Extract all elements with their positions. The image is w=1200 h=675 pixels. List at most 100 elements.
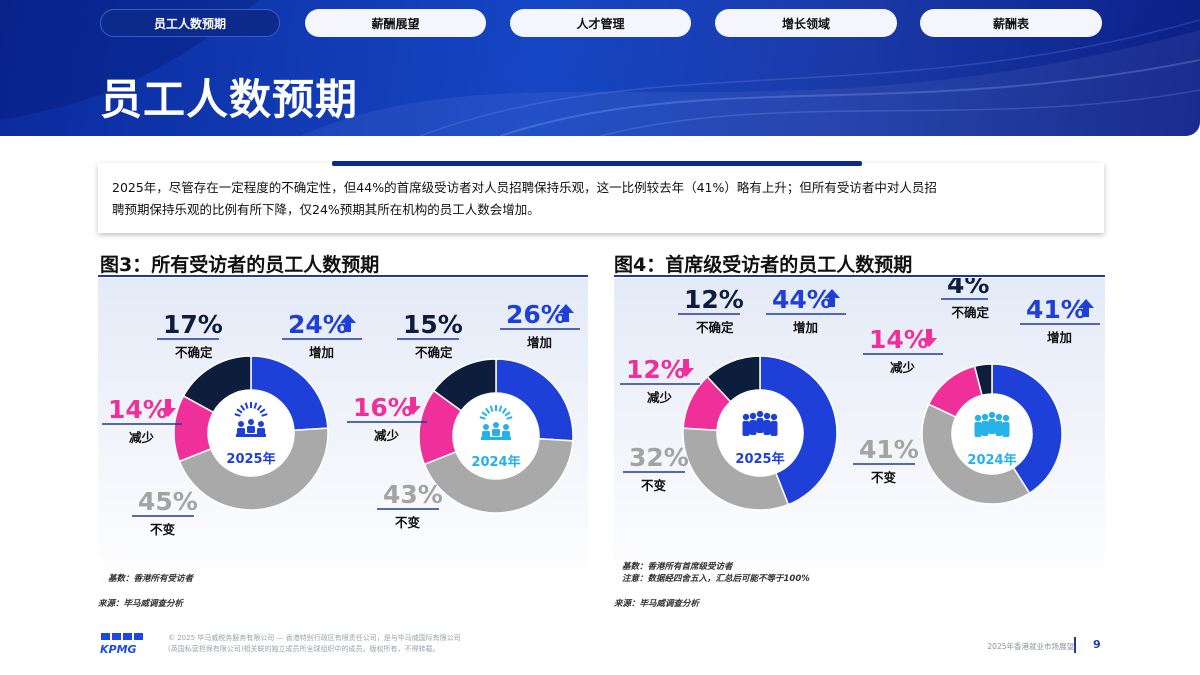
- label-increase: 44% 增加: [766, 285, 846, 335]
- fig4-panel: 2025年 44% 增加 32% 不变 12% 减少 12% 不确定 2024年 41% 增加 41% 不…: [614, 270, 1105, 590]
- slice-value: 14%: [869, 325, 929, 354]
- footer-copyright-line-2: (英国私营担保有限公司)相关联的独立成员所全球组织中的成员。版权所有，不得转载。: [168, 645, 440, 653]
- arrow-up-icon: [1078, 299, 1094, 317]
- kpmg-logo: KPMG: [100, 632, 148, 656]
- slice-name: 增加: [527, 335, 552, 350]
- label-increase: 26% 增加: [500, 300, 580, 350]
- label-same: 41% 不变: [853, 435, 919, 485]
- label-decrease: 16% 减少: [347, 393, 427, 443]
- fig3-source: 来源：毕马威调查分析: [98, 599, 184, 609]
- label-uncertain: 17% 不确定: [157, 310, 223, 360]
- slice-same: [423, 437, 574, 514]
- tab-salary-tables[interactable]: 薪酬表: [920, 9, 1102, 37]
- tab-headcount[interactable]: 员工人数预期: [100, 9, 280, 37]
- top-nav-tabs: 员工人数预期 薪酬展望 人才管理 增长领域 薪酬表: [100, 9, 1102, 37]
- slice-name: 减少: [890, 360, 916, 375]
- arrow-up-icon: [340, 314, 356, 332]
- tab-talent-management[interactable]: 人才管理: [510, 9, 691, 37]
- footer-report-name: 2025年香港就业市场展望: [987, 642, 1074, 651]
- page-number: 9: [1093, 638, 1101, 651]
- label-same: 32% 不变: [623, 443, 689, 493]
- slice-name: 不变: [871, 470, 897, 485]
- label-uncertain: 12% 不确定: [678, 285, 744, 335]
- slice-same: [921, 403, 1031, 505]
- fig3-chart: 2025年 24% 增加 45% 不变 14% 减少 17% 不确定 2024年 26% 增加 43% 不…: [102, 300, 580, 537]
- team-burst-icon: [479, 405, 513, 440]
- donut-year-label: 2024年: [967, 452, 1016, 468]
- slice-value: 14%: [108, 395, 168, 424]
- slice-name: 增加: [1047, 330, 1072, 345]
- slice-value: 43%: [383, 480, 443, 509]
- slice-value: 44%: [772, 285, 832, 314]
- slice-increase: [495, 358, 574, 442]
- fig3-title: 图3：所有受访者的员工人数预期: [100, 254, 380, 276]
- slice-name: 减少: [374, 428, 400, 443]
- label-increase: 41% 增加: [1020, 295, 1100, 345]
- slice-name: 减少: [129, 430, 155, 445]
- slice-name: 减少: [647, 390, 673, 405]
- fig4-rounding-note: 注意：数据经四舍五入，汇总后可能不等于100%: [622, 574, 810, 584]
- donut-2025: 2025年 24% 增加 45% 不变 14% 减少 17% 不确定: [102, 310, 362, 537]
- summary-accent-bar: [332, 161, 862, 166]
- arrow-down-icon: [921, 329, 937, 347]
- summary-line-1: 2025年，尽管存在一定程度的不确定性，但44%的首席级受访者对人员招聘保持乐观…: [112, 180, 937, 195]
- fig3-title-rule: [98, 275, 588, 277]
- slice-uncertain: [432, 358, 497, 412]
- slice-value: 45%: [138, 487, 198, 516]
- slice-name: 增加: [309, 345, 334, 360]
- arrow-down-icon: [405, 397, 421, 415]
- donut-2024: 2024年 26% 增加 43% 不变 16% 减少 15% 不确定: [347, 300, 580, 530]
- page-title: 员工人数预期: [100, 75, 359, 124]
- slice-name: 不变: [150, 522, 176, 537]
- footer-separator: [1074, 637, 1076, 653]
- donut-year-label: 2024年: [471, 454, 520, 470]
- tab-growth-areas[interactable]: 增长领域: [715, 9, 897, 37]
- label-decrease: 14% 减少: [863, 325, 943, 375]
- donut-year-label: 2025年: [226, 451, 275, 467]
- slice-name: 不确定: [175, 345, 213, 360]
- fig4-chart: 2025年 44% 增加 32% 不变 12% 减少 12% 不确定 2024年 41% 增加 41% 不…: [620, 270, 1100, 511]
- arrow-up-icon: [558, 304, 574, 322]
- summary-line-2: 聘预期保持乐观的比例有所下降，仅24%预期其所在机构的员工人数会增加。: [112, 202, 540, 217]
- slice-uncertain: [706, 355, 761, 403]
- label-increase: 24% 增加: [282, 310, 362, 360]
- summary-box: 2025年，尽管存在一定程度的不确定性，但44%的首席级受访者对人员招聘保持乐观…: [98, 163, 1104, 233]
- team-burst-icon: [234, 402, 268, 437]
- slice-name: 不确定: [952, 305, 990, 320]
- slice-value: 17%: [163, 310, 223, 339]
- fig4-source: 来源：毕马威调查分析: [614, 599, 700, 609]
- slice-name: 不变: [395, 515, 421, 530]
- slice-uncertain: [182, 355, 252, 414]
- fig4-title-rule: [614, 275, 1105, 277]
- slice-value: 12%: [684, 285, 744, 314]
- label-same: 45% 不变: [132, 487, 198, 537]
- slice-same: [178, 427, 329, 511]
- slice-uncertain: [973, 363, 993, 397]
- fig3-panel: 2025年 24% 增加 45% 不变 14% 减少 17% 不确定 2024年 26% 增加 43% 不…: [98, 278, 588, 590]
- donut-2025: 2025年 44% 增加 32% 不变 12% 减少 12% 不确定: [620, 285, 846, 511]
- label-uncertain: 4% 不确定: [941, 270, 990, 320]
- header-banner: 员工人数预期 薪酬展望 人才管理 增长领域 薪酬表 员工人数预期: [0, 0, 1200, 136]
- arrow-down-icon: [678, 359, 694, 377]
- slice-value: 32%: [629, 443, 689, 472]
- label-same: 43% 不变: [377, 480, 443, 530]
- fig3-base-note: 基数：香港所有受访者: [108, 574, 194, 584]
- kpmg-logo-text: KPMG: [100, 643, 137, 656]
- slice-value: 24%: [288, 310, 348, 339]
- arrow-down-icon: [160, 399, 176, 417]
- donut-2024: 2024年 41% 增加 41% 不变 14% 减少 4% 不确定: [853, 270, 1100, 505]
- slice-value: 26%: [506, 300, 566, 329]
- slice-value: 15%: [403, 310, 463, 339]
- slice-value: 4%: [947, 278, 989, 299]
- fig4-base-note: 基数：香港所有首席级受访者: [622, 562, 733, 572]
- slice-name: 不变: [641, 478, 667, 493]
- crowd-icon: [974, 411, 1010, 437]
- crowd-icon: [742, 410, 778, 436]
- label-uncertain: 15% 不确定: [397, 310, 463, 360]
- tab-salary-outlook[interactable]: 薪酬展望: [305, 9, 486, 37]
- slice-name: 增加: [793, 320, 818, 335]
- donut-year-label: 2025年: [735, 451, 784, 467]
- slice-value: 12%: [626, 355, 686, 384]
- slice-increase: [991, 363, 1063, 495]
- label-decrease: 12% 减少: [620, 355, 700, 405]
